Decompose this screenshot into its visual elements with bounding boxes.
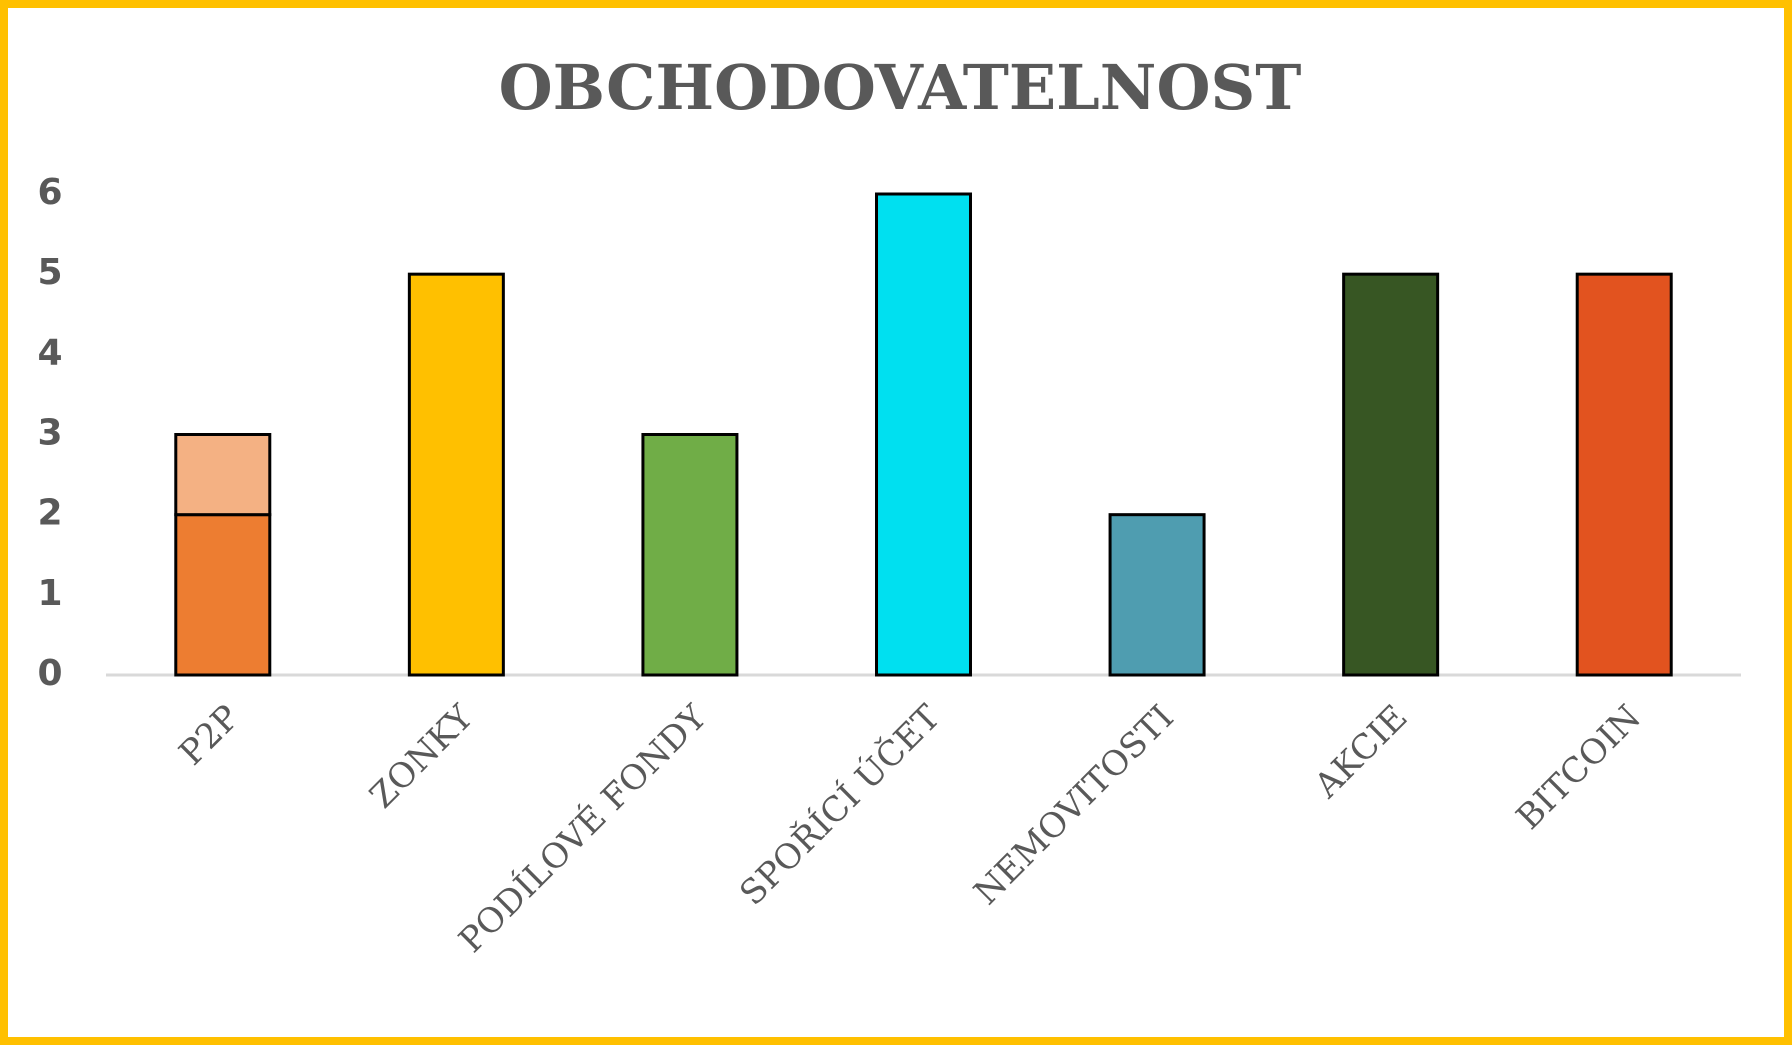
bar bbox=[1575, 272, 1673, 677]
y-tick-label: 2 bbox=[37, 493, 62, 534]
y-tick-label: 0 bbox=[37, 653, 62, 694]
y-tick-label: 6 bbox=[37, 172, 62, 213]
bar bbox=[641, 433, 739, 677]
bar bbox=[875, 192, 972, 677]
bar bbox=[174, 433, 272, 517]
y-tick-label: 4 bbox=[37, 332, 62, 373]
bar bbox=[1108, 513, 1206, 677]
y-tick-label: 1 bbox=[37, 573, 62, 614]
bar bbox=[1342, 272, 1440, 677]
y-tick-label: 5 bbox=[37, 252, 62, 293]
bar bbox=[407, 272, 505, 677]
chart-title: OBCHODOVATELNOST bbox=[499, 51, 1302, 124]
bar bbox=[174, 513, 272, 677]
y-tick-label: 3 bbox=[37, 413, 62, 454]
